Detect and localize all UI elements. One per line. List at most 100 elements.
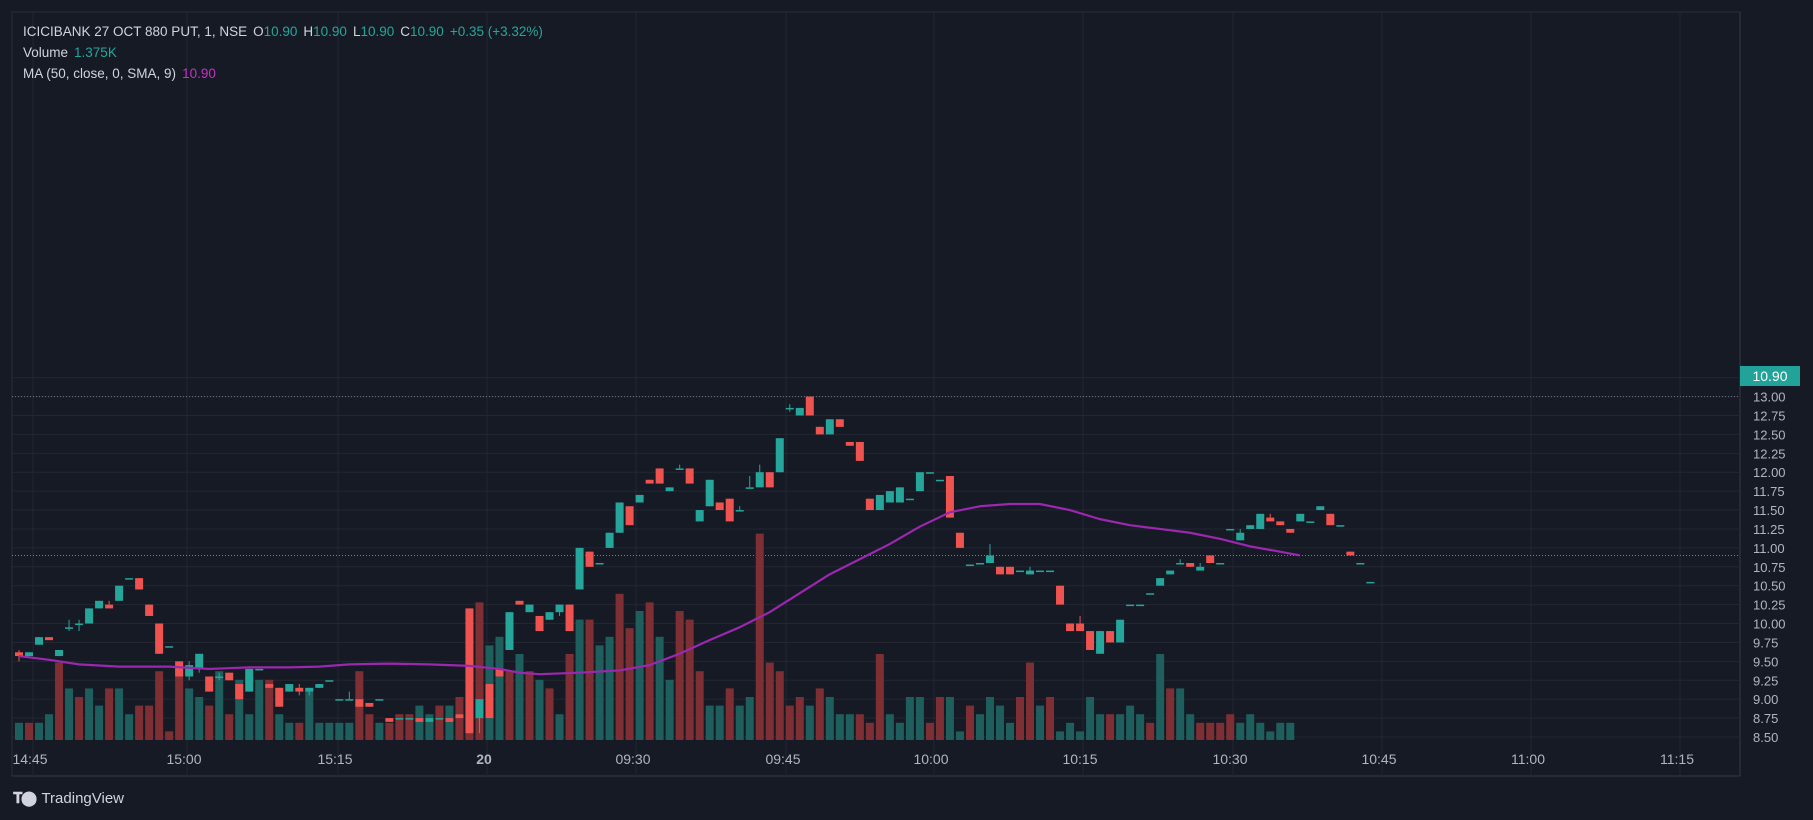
candle-body — [285, 684, 294, 692]
volume-bar — [685, 619, 694, 740]
volume-bar — [1036, 705, 1045, 740]
volume-bar — [455, 697, 464, 740]
candle-body — [1005, 566, 1014, 575]
candle-body — [655, 468, 664, 484]
volume-bar — [855, 714, 864, 740]
candle-body — [725, 498, 734, 522]
volume-bar — [85, 688, 94, 740]
candle-body — [55, 650, 64, 657]
volume-bar — [1206, 722, 1215, 740]
candle-body — [435, 718, 444, 720]
volume-bar — [1096, 714, 1105, 740]
candle-body — [1326, 513, 1335, 526]
legend-low: 10.90 — [360, 24, 395, 39]
volume-bar — [255, 679, 264, 740]
volume-bar — [995, 705, 1004, 740]
price-tick-label: 12.00 — [1753, 465, 1786, 480]
candle-body — [735, 510, 744, 512]
candle-body — [1276, 521, 1285, 526]
candle-body — [45, 637, 54, 641]
volume-bar — [655, 636, 664, 740]
candle-body — [525, 604, 534, 613]
price-tick-label: 10.25 — [1753, 598, 1786, 613]
candle-body — [475, 699, 484, 719]
price-tick-label: 11.75 — [1753, 484, 1785, 499]
volume-bar — [695, 671, 704, 740]
candle-body — [1016, 570, 1024, 573]
candle-body — [1266, 517, 1275, 522]
candle-body — [605, 532, 614, 548]
candle-body — [1366, 581, 1375, 584]
legend-close-label: C — [400, 24, 411, 39]
legend-symbol-row: ICICIBANK 27 OCT 880 PUT, 1, NSE O10.90 H1… — [23, 24, 543, 40]
volume-bar — [525, 671, 534, 740]
candle-body — [195, 653, 204, 669]
candle-body — [805, 396, 814, 416]
volume-bar — [45, 714, 54, 740]
candle-body — [875, 494, 884, 511]
volume-bar — [65, 688, 74, 740]
volume-bar — [1116, 714, 1125, 740]
candle-body — [1296, 513, 1305, 522]
volume-bar — [1176, 688, 1185, 740]
price-tick-label: 10.75 — [1753, 560, 1786, 575]
time-tick-label: 11:15 — [1660, 751, 1694, 767]
legend-change: +0.35 (+3.32%) — [449, 24, 543, 39]
volume-bar — [375, 722, 384, 740]
candle-body — [1176, 563, 1185, 565]
volume-bar — [1276, 722, 1285, 740]
volume-bar — [1146, 722, 1155, 740]
candle-body — [1336, 525, 1345, 527]
volume-bar — [165, 731, 174, 740]
volume-bar — [35, 722, 44, 740]
candle-body — [1036, 570, 1045, 573]
candle-body — [535, 615, 544, 632]
candle-body — [365, 702, 374, 707]
candle-body — [485, 684, 494, 719]
volume-bar — [1126, 705, 1135, 740]
volume-bar — [445, 705, 454, 740]
candle-body — [795, 407, 804, 416]
volume-bar — [1286, 722, 1295, 740]
volume-bar — [425, 714, 434, 740]
volume-bar — [765, 662, 774, 740]
volume-bar — [1186, 714, 1195, 740]
volume-bar — [725, 688, 734, 740]
time-tick-label: 15:00 — [166, 751, 201, 767]
candle-body — [1086, 631, 1095, 651]
volume-bar — [335, 722, 344, 740]
candle-body — [765, 472, 774, 488]
volume-bar — [1236, 722, 1245, 740]
candle-body — [65, 627, 74, 629]
volume-bar — [895, 722, 904, 740]
volume-bar — [1156, 654, 1165, 740]
candle-body — [975, 563, 984, 565]
candle-body — [1316, 506, 1325, 511]
candle-body — [855, 441, 864, 461]
tradingview-branding[interactable]: 𝐓⬤ TradingView — [13, 789, 124, 808]
candle-body — [675, 468, 684, 470]
candle-body — [1186, 563, 1195, 567]
candle-body — [595, 563, 604, 565]
volume-bar — [415, 705, 424, 740]
candle-body — [845, 441, 854, 446]
volume-bar — [755, 533, 764, 740]
price-tick-label: 10.50 — [1753, 579, 1786, 594]
volume-bar — [825, 697, 834, 740]
candle-body — [925, 472, 934, 474]
candle-body — [85, 608, 94, 624]
candle-body — [305, 687, 314, 692]
candle-body — [1076, 623, 1085, 632]
volume-bar — [1005, 722, 1014, 740]
price-tick-label: 11.50 — [1753, 503, 1785, 518]
volume-bar — [515, 654, 524, 740]
volume-bar — [265, 679, 274, 740]
candle-body — [555, 604, 564, 613]
volume-bar — [1136, 714, 1145, 740]
time-tick-label: 09:30 — [615, 751, 650, 767]
candle-body — [185, 665, 194, 677]
volume-bar — [1076, 731, 1085, 740]
candle-body — [945, 476, 954, 518]
volume-bar — [135, 705, 144, 740]
